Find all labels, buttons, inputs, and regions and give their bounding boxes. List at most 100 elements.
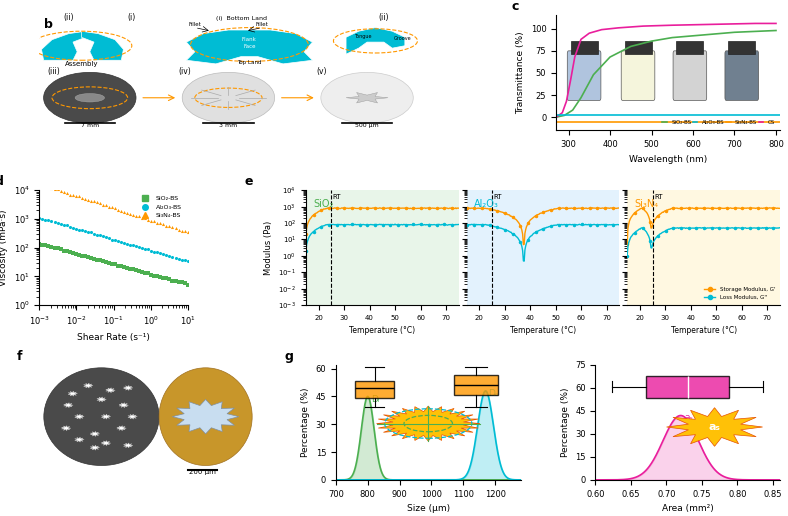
- Text: 1 mm: 1 mm: [61, 469, 82, 475]
- Point: [97, 232, 110, 240]
- Point: [133, 212, 146, 220]
- Text: d: d: [0, 175, 4, 188]
- Point: [84, 229, 97, 237]
- Point: [148, 217, 161, 225]
- Point: [109, 204, 121, 212]
- Point: [139, 214, 151, 222]
- Point: [163, 275, 176, 283]
- Text: RT: RT: [333, 194, 341, 200]
- Legend: SiO₂-BS, Al₂O₃-BS, Si₃N₄-BS: SiO₂-BS, Al₂O₃-BS, Si₃N₄-BS: [136, 194, 184, 221]
- Point: [87, 197, 100, 205]
- Point: [69, 224, 82, 233]
- Point: [58, 220, 70, 229]
- Point: [109, 261, 121, 269]
- Point: [61, 247, 73, 255]
- Y-axis label: Modulus (Pa): Modulus (Pa): [264, 220, 273, 275]
- Text: Dᵢ: Dᵢ: [371, 395, 379, 404]
- Point: [151, 272, 164, 280]
- Point: [102, 234, 115, 242]
- Point: [130, 241, 143, 250]
- Point: [173, 254, 185, 263]
- Polygon shape: [61, 426, 71, 431]
- Point: [43, 241, 55, 250]
- Polygon shape: [84, 383, 93, 388]
- Ellipse shape: [75, 93, 105, 102]
- Text: b: b: [43, 18, 53, 31]
- X-axis label: Size (μm): Size (μm): [407, 504, 450, 513]
- Point: [54, 187, 67, 195]
- Point: [127, 265, 139, 273]
- Text: Fillet: Fillet: [188, 22, 201, 27]
- Point: [181, 228, 194, 236]
- Point: [133, 267, 146, 276]
- Point: [124, 265, 136, 273]
- Point: [51, 185, 64, 194]
- Point: [48, 218, 61, 226]
- Point: [87, 230, 100, 238]
- Point: [102, 259, 115, 267]
- Point: [54, 245, 67, 253]
- X-axis label: Area (mm²): Area (mm²): [662, 504, 714, 513]
- Point: [97, 201, 110, 209]
- Y-axis label: Percentage (%): Percentage (%): [301, 388, 310, 457]
- Point: [109, 236, 121, 244]
- Point: [178, 279, 191, 287]
- Polygon shape: [124, 443, 133, 448]
- Text: RT: RT: [493, 194, 502, 200]
- Point: [97, 257, 110, 265]
- Point: [136, 244, 149, 252]
- Point: [169, 224, 182, 232]
- Point: [160, 222, 173, 230]
- Point: [157, 273, 169, 282]
- Text: (ii): (ii): [378, 13, 389, 22]
- Point: [36, 215, 49, 223]
- Point: [133, 243, 146, 251]
- Point: [130, 212, 143, 220]
- Ellipse shape: [159, 368, 252, 465]
- Point: [145, 247, 158, 255]
- Text: Groove: Groove: [394, 36, 411, 41]
- Point: [160, 275, 173, 283]
- Bar: [625, 41, 652, 54]
- Polygon shape: [75, 437, 84, 442]
- Point: [117, 207, 130, 216]
- Point: [145, 217, 158, 225]
- Point: [112, 237, 125, 245]
- Point: [76, 252, 88, 260]
- Point: [139, 269, 151, 277]
- Polygon shape: [81, 31, 124, 60]
- Point: [39, 216, 52, 224]
- Point: [99, 201, 112, 209]
- Text: Top Land: Top Land: [237, 60, 262, 65]
- Polygon shape: [102, 441, 111, 446]
- Point: [79, 227, 91, 235]
- Point: [81, 253, 94, 262]
- Point: [48, 185, 61, 193]
- Legend: SiO₂-BS, Al₂O₃-BS, Si₃N₄-BS, CS: SiO₂-BS, Al₂O₃-BS, Si₃N₄-BS, CS: [660, 118, 777, 127]
- Point: [39, 241, 52, 250]
- Point: [51, 219, 64, 228]
- Point: [43, 183, 55, 191]
- Point: [142, 269, 154, 278]
- Point: [45, 217, 58, 225]
- Text: (i)  Bottom Land: (i) Bottom Land: [216, 17, 267, 21]
- Polygon shape: [64, 402, 73, 408]
- Polygon shape: [68, 391, 77, 396]
- X-axis label: Temperature (°C): Temperature (°C): [349, 327, 415, 335]
- Point: [124, 240, 136, 249]
- Point: [69, 192, 82, 200]
- Point: [94, 231, 106, 239]
- Text: (iii): (iii): [48, 67, 61, 75]
- Y-axis label: Viscosity (mPa·s): Viscosity (mPa·s): [0, 209, 8, 286]
- Point: [166, 253, 179, 261]
- Point: [51, 244, 64, 252]
- Point: [45, 184, 58, 192]
- FancyBboxPatch shape: [567, 51, 601, 101]
- Point: [72, 251, 85, 260]
- Text: f: f: [17, 350, 23, 363]
- Point: [33, 214, 46, 222]
- Point: [148, 271, 161, 280]
- Ellipse shape: [321, 72, 413, 123]
- Point: [61, 189, 73, 197]
- Point: [136, 214, 149, 222]
